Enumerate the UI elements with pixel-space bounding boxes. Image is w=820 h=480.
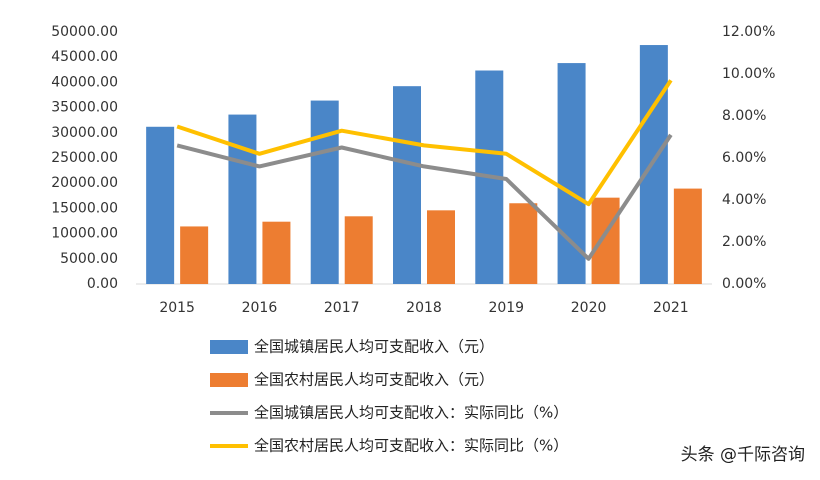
legend-swatch (210, 340, 248, 354)
line (176, 133, 673, 261)
bar (393, 86, 421, 284)
y2-tick-label: 4.00% (722, 192, 766, 208)
x-tick-label: 2015 (159, 300, 195, 316)
y2-tick-label: 12.00% (722, 24, 775, 40)
y2-tick-label: 10.00% (722, 66, 775, 82)
y2-tick-label: 6.00% (722, 150, 766, 166)
x-tick-label: 2017 (324, 300, 360, 316)
y2-tick-label: 8.00% (722, 108, 766, 124)
bar (262, 221, 291, 284)
x-tick-label: 2019 (488, 300, 524, 316)
legend-label: 全国农村居民人均可支配收入（元） (254, 371, 494, 389)
bar (344, 216, 373, 284)
bar (639, 45, 668, 285)
bar (146, 126, 175, 285)
y-tick-label: 5000.00 (60, 251, 118, 267)
x-tick-label: 2021 (653, 300, 689, 316)
bar (310, 100, 339, 284)
x-tick-label: 2020 (571, 300, 607, 316)
legend-label: 全国城镇居民人均可支配收入（元） (254, 338, 494, 356)
line (176, 79, 673, 207)
bar (673, 188, 702, 284)
bar (557, 63, 586, 284)
legend-swatch (210, 373, 248, 387)
legend-label: 全国农村居民人均可支配收入：实际同比（%） (254, 437, 568, 455)
y-tick-label: 15000.00 (51, 200, 118, 216)
y-tick-label: 30000.00 (51, 125, 118, 141)
legend-label: 全国城镇居民人均可支配收入：实际同比（%） (254, 404, 568, 422)
bar (591, 197, 620, 284)
y-tick-label: 0.00 (87, 276, 118, 292)
y-tick-label: 25000.00 (51, 150, 118, 166)
x-tick-label: 2018 (406, 300, 442, 316)
bar (228, 114, 257, 284)
y-tick-label: 40000.00 (51, 74, 118, 90)
y2-tick-label: 2.00% (722, 234, 766, 250)
y2-tick-label: 0.00% (722, 276, 766, 292)
x-tick-label: 2016 (242, 300, 278, 316)
y-tick-label: 10000.00 (51, 226, 118, 242)
y-tick-label: 35000.00 (51, 100, 118, 116)
y-tick-label: 45000.00 (51, 49, 118, 65)
bar (509, 203, 538, 284)
y-tick-label: 50000.00 (51, 24, 118, 40)
bar (180, 226, 209, 284)
y-tick-label: 20000.00 (51, 175, 118, 191)
bar (427, 210, 455, 284)
watermark: 头条 @千际咨询 (681, 445, 805, 465)
